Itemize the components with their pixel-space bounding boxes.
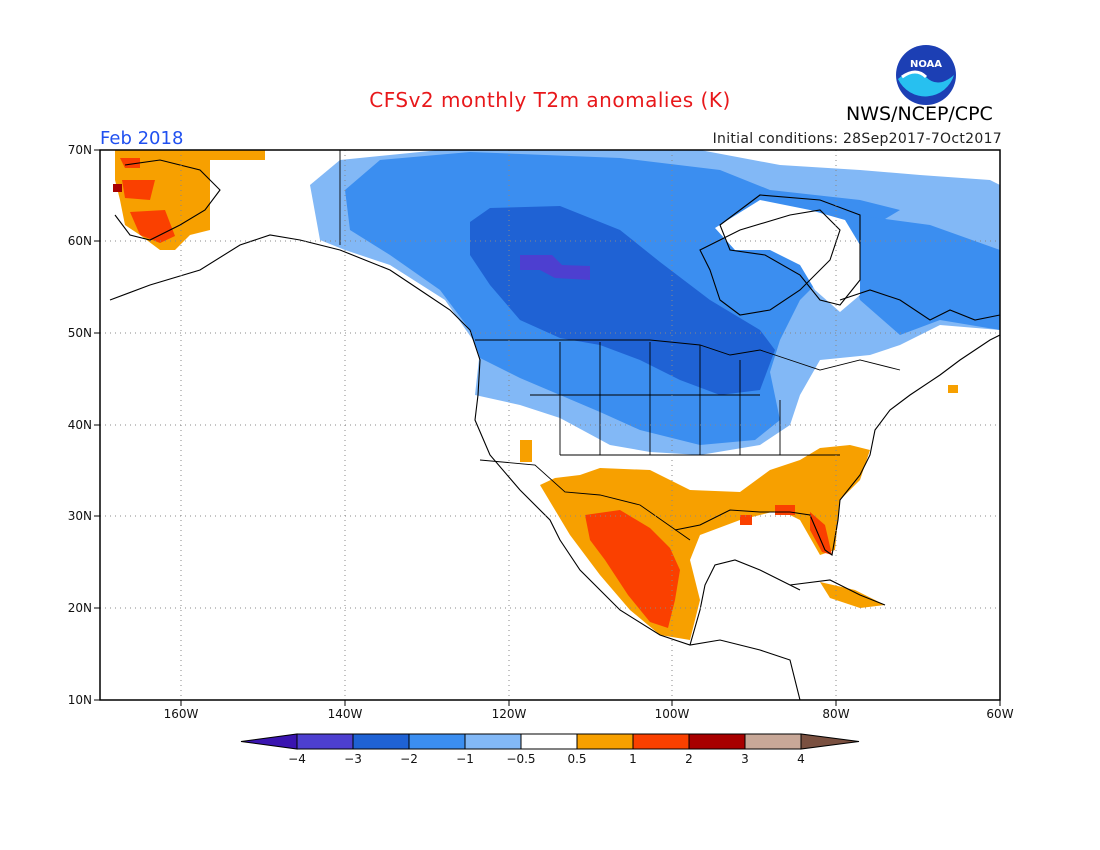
agency-label: NWS/NCEP/CPC: [846, 103, 993, 125]
gridlines: [100, 150, 1000, 700]
colorbar-label: −3: [344, 752, 362, 766]
colorbar-swatch: [632, 733, 690, 750]
anomaly-region-neutral-arctic: [780, 150, 1000, 178]
anomaly-region-dark-blue: [470, 206, 775, 395]
initial-conditions: Initial conditions: 28Sep2017-7Oct2017: [712, 131, 1002, 147]
colorbar-label: −1: [456, 752, 474, 766]
lat-label-70n: 70N: [68, 143, 92, 157]
colorbar-swatch: [408, 733, 466, 750]
lon-label-100w: 100W: [655, 707, 690, 721]
lon-label-60w: 60W: [986, 707, 1013, 721]
anomaly-region-orange-newfoundland: [948, 385, 958, 393]
noaa-logo: NOAA: [896, 45, 956, 105]
colorbar-label: −4: [288, 752, 306, 766]
lat-label-10n: 10N: [68, 693, 92, 707]
anomaly-region-purple: [520, 255, 590, 280]
lat-label-50n: 50N: [68, 326, 92, 340]
valid-period: Feb 2018: [100, 128, 184, 149]
colorbar-swatch: [296, 733, 354, 750]
anomaly-region-darkred: [113, 184, 122, 192]
colorbar-swatch-low-extend: [240, 733, 298, 750]
colorbar-label: −0.5: [506, 752, 535, 766]
colorbar-swatch: [520, 733, 578, 750]
lon-label-140w: 140W: [328, 707, 363, 721]
anomaly-region-orange-cuba: [820, 582, 885, 608]
colorbar-label: 1: [629, 752, 637, 766]
anomaly-region-orange-utah: [520, 440, 532, 462]
anomaly-region-blue-east: [850, 215, 1000, 335]
lat-label-20n: 20N: [68, 601, 92, 615]
lon-label-120w: 120W: [492, 707, 527, 721]
coastlines: [109, 159, 1000, 700]
chart-title: CFSv2 monthly T2m anomalies (K): [369, 88, 731, 112]
lat-label-40n: 40N: [68, 418, 92, 432]
anomaly-region-red-gulf: [740, 505, 795, 525]
anomaly-region-red-alaska: [120, 158, 175, 243]
axis-ticks: [94, 149, 1001, 706]
anomaly-region-neutral-greenland: [715, 200, 860, 312]
anomaly-region-red: [585, 510, 680, 628]
noaa-logo-text: NOAA: [910, 59, 942, 70]
colorbar-swatch: [744, 733, 802, 750]
lon-label-160w: 160W: [164, 707, 199, 721]
colorbar-label: 4: [797, 752, 805, 766]
anomaly-region-red-florida: [810, 512, 832, 555]
colorbar-label: 2: [685, 752, 693, 766]
colorbar-swatch: [576, 733, 634, 750]
lon-label-80w: 80W: [822, 707, 849, 721]
colorbar-swatch: [688, 733, 746, 750]
colorbar-swatch-high-extend: [800, 733, 860, 750]
colorbar-label: 0.5: [567, 752, 586, 766]
lat-label-30n: 30N: [68, 509, 92, 523]
lat-label-60n: 60N: [68, 234, 92, 248]
colorbar-swatch: [352, 733, 410, 750]
colorbar-swatches: [240, 733, 860, 750]
colorbar-label: 3: [741, 752, 749, 766]
political-borders: [339, 150, 901, 541]
colorbar-labels: −4 −3 −2 −1 −0.5 0.5 1 2 3 4: [288, 752, 805, 766]
anomaly-region-orange: [540, 445, 870, 640]
anomaly-fields: [113, 150, 1000, 640]
colorbar-label: −2: [400, 752, 418, 766]
colorbar-swatch: [464, 733, 522, 750]
